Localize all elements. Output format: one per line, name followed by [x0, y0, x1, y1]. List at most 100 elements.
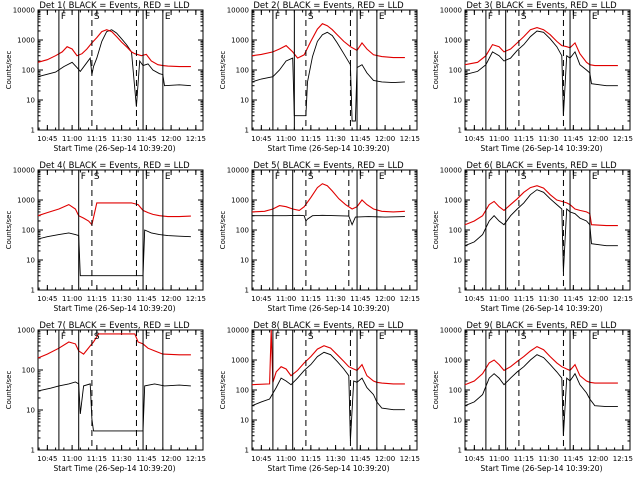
time-marker-label: F — [488, 12, 493, 22]
x-tick-label: 11:45 — [563, 295, 583, 303]
series-events — [464, 189, 618, 272]
y-tick-label: 100 — [22, 227, 35, 235]
series-events — [251, 351, 405, 442]
series-events — [252, 214, 405, 226]
series-events — [37, 229, 191, 277]
x-tick-label: 12:00 — [588, 455, 608, 463]
y-tick-label: 1000 — [444, 197, 462, 205]
x-tick-label: 10:45 — [464, 455, 484, 463]
series-events — [464, 354, 618, 436]
y-tick-label: 1000 — [17, 197, 35, 205]
y-tick-label: 100 — [449, 67, 462, 75]
x-axis-label: Start Time (26-Sep-14 10:39:20) — [268, 464, 390, 473]
y-tick-label: 100 — [449, 227, 462, 235]
series-lld — [464, 185, 618, 227]
series-lld — [251, 329, 405, 386]
time-marker-label: F — [81, 172, 86, 182]
chart-title: Det 3( BLACK = Events, RED = LLD — [466, 1, 617, 11]
x-tick-label: 11:30 — [326, 135, 346, 143]
y-axis-label: Counts/sec — [432, 211, 440, 250]
series-lld — [251, 23, 405, 59]
time-marker-label: F — [145, 12, 150, 22]
series-lld — [464, 27, 618, 67]
y-tick-label: 1000 — [231, 357, 249, 365]
y-tick-label: 10 — [453, 417, 462, 425]
y-tick-label: 1 — [31, 127, 35, 135]
time-marker-label: S — [521, 12, 527, 22]
x-tick-label: 11:45 — [136, 135, 156, 143]
y-tick-label: 1000 — [231, 37, 249, 45]
x-tick-label: 12:00 — [161, 455, 181, 463]
y-tick-label: 1 — [31, 287, 35, 295]
y-axis-label: Counts/sec — [432, 371, 440, 410]
time-marker-label: S — [308, 12, 314, 22]
y-tick-label: 1000 — [231, 197, 249, 205]
y-tick-label: 1 — [458, 127, 462, 135]
time-marker-label: F — [61, 332, 66, 342]
x-tick-label: 12:00 — [375, 455, 395, 463]
x-tick-label: 10:45 — [37, 455, 57, 463]
plot-frame — [464, 9, 631, 131]
y-axis-label: Counts/sec — [5, 51, 13, 90]
y-tick-label: 100 — [22, 367, 35, 375]
time-marker-label: F — [61, 12, 66, 22]
y-axis-label: Counts/sec — [5, 371, 13, 410]
time-marker-label: S — [521, 172, 527, 182]
x-tick-label: 12:00 — [588, 295, 608, 303]
x-tick-label: 11:00 — [276, 455, 296, 463]
series-events — [37, 381, 191, 432]
time-marker-label: S — [521, 332, 527, 342]
series-lld — [464, 345, 618, 386]
x-tick-label: 11:00 — [489, 455, 509, 463]
panel-det-1: Det 1( BLACK = Events, RED = LLD Counts/s… — [5, 1, 206, 153]
y-tick-label: 10 — [240, 417, 249, 425]
time-marker-label: F — [488, 172, 493, 182]
y-tick-label: 100 — [449, 387, 462, 395]
y-tick-label: 1 — [458, 287, 462, 295]
y-axis-label: Counts/sec — [219, 51, 227, 90]
panel-det-7: Det 7( BLACK = Events, RED = LLD Counts/s… — [5, 321, 206, 473]
time-marker-label: E — [592, 12, 598, 22]
y-tick-label: 10000 — [13, 7, 35, 15]
x-tick-label: 11:30 — [112, 135, 132, 143]
x-tick-label: 11:45 — [350, 135, 370, 143]
x-tick-label: 12:15 — [400, 135, 420, 143]
series-events — [251, 31, 405, 122]
chart-title: Det 4( BLACK = Events, RED = LLD — [39, 161, 190, 171]
time-marker-label: E — [165, 332, 171, 342]
y-tick-label: 100 — [22, 67, 35, 75]
plot-frame — [37, 169, 204, 291]
time-marker-label: F — [275, 332, 280, 342]
time-marker-label: E — [379, 172, 385, 182]
y-axis-label: Counts/sec — [5, 211, 13, 250]
y-tick-label: 10000 — [227, 327, 249, 335]
y-tick-label: 10 — [26, 97, 35, 105]
y-tick-label: 1 — [245, 447, 249, 455]
y-tick-label: 1 — [245, 127, 249, 135]
plot-frame — [251, 329, 418, 451]
time-marker-label: E — [165, 12, 171, 22]
x-tick-label: 12:15 — [400, 295, 420, 303]
series-events — [464, 30, 618, 116]
x-tick-label: 12:15 — [613, 455, 633, 463]
chart-title: Det 8( BLACK = Events, RED = LLD — [253, 321, 404, 331]
y-axis-label: Counts/sec — [432, 51, 440, 90]
time-marker-label: F — [145, 172, 150, 182]
x-tick-label: 11:15 — [301, 135, 321, 143]
plot-frame — [251, 169, 418, 291]
time-marker-label: F — [572, 332, 577, 342]
x-tick-label: 11:15 — [301, 295, 321, 303]
time-marker-label: F — [572, 12, 577, 22]
y-tick-label: 1000 — [17, 37, 35, 45]
x-tick-label: 12:00 — [161, 295, 181, 303]
y-tick-label: 10 — [240, 97, 249, 105]
x-tick-label: 12:15 — [613, 135, 633, 143]
series-lld — [37, 29, 191, 68]
x-tick-label: 11:30 — [539, 455, 559, 463]
time-marker-label: E — [592, 332, 598, 342]
x-tick-label: 11:45 — [563, 135, 583, 143]
time-marker-label: S — [308, 332, 314, 342]
x-tick-label: 12:15 — [186, 295, 206, 303]
plot-frame — [464, 169, 631, 291]
